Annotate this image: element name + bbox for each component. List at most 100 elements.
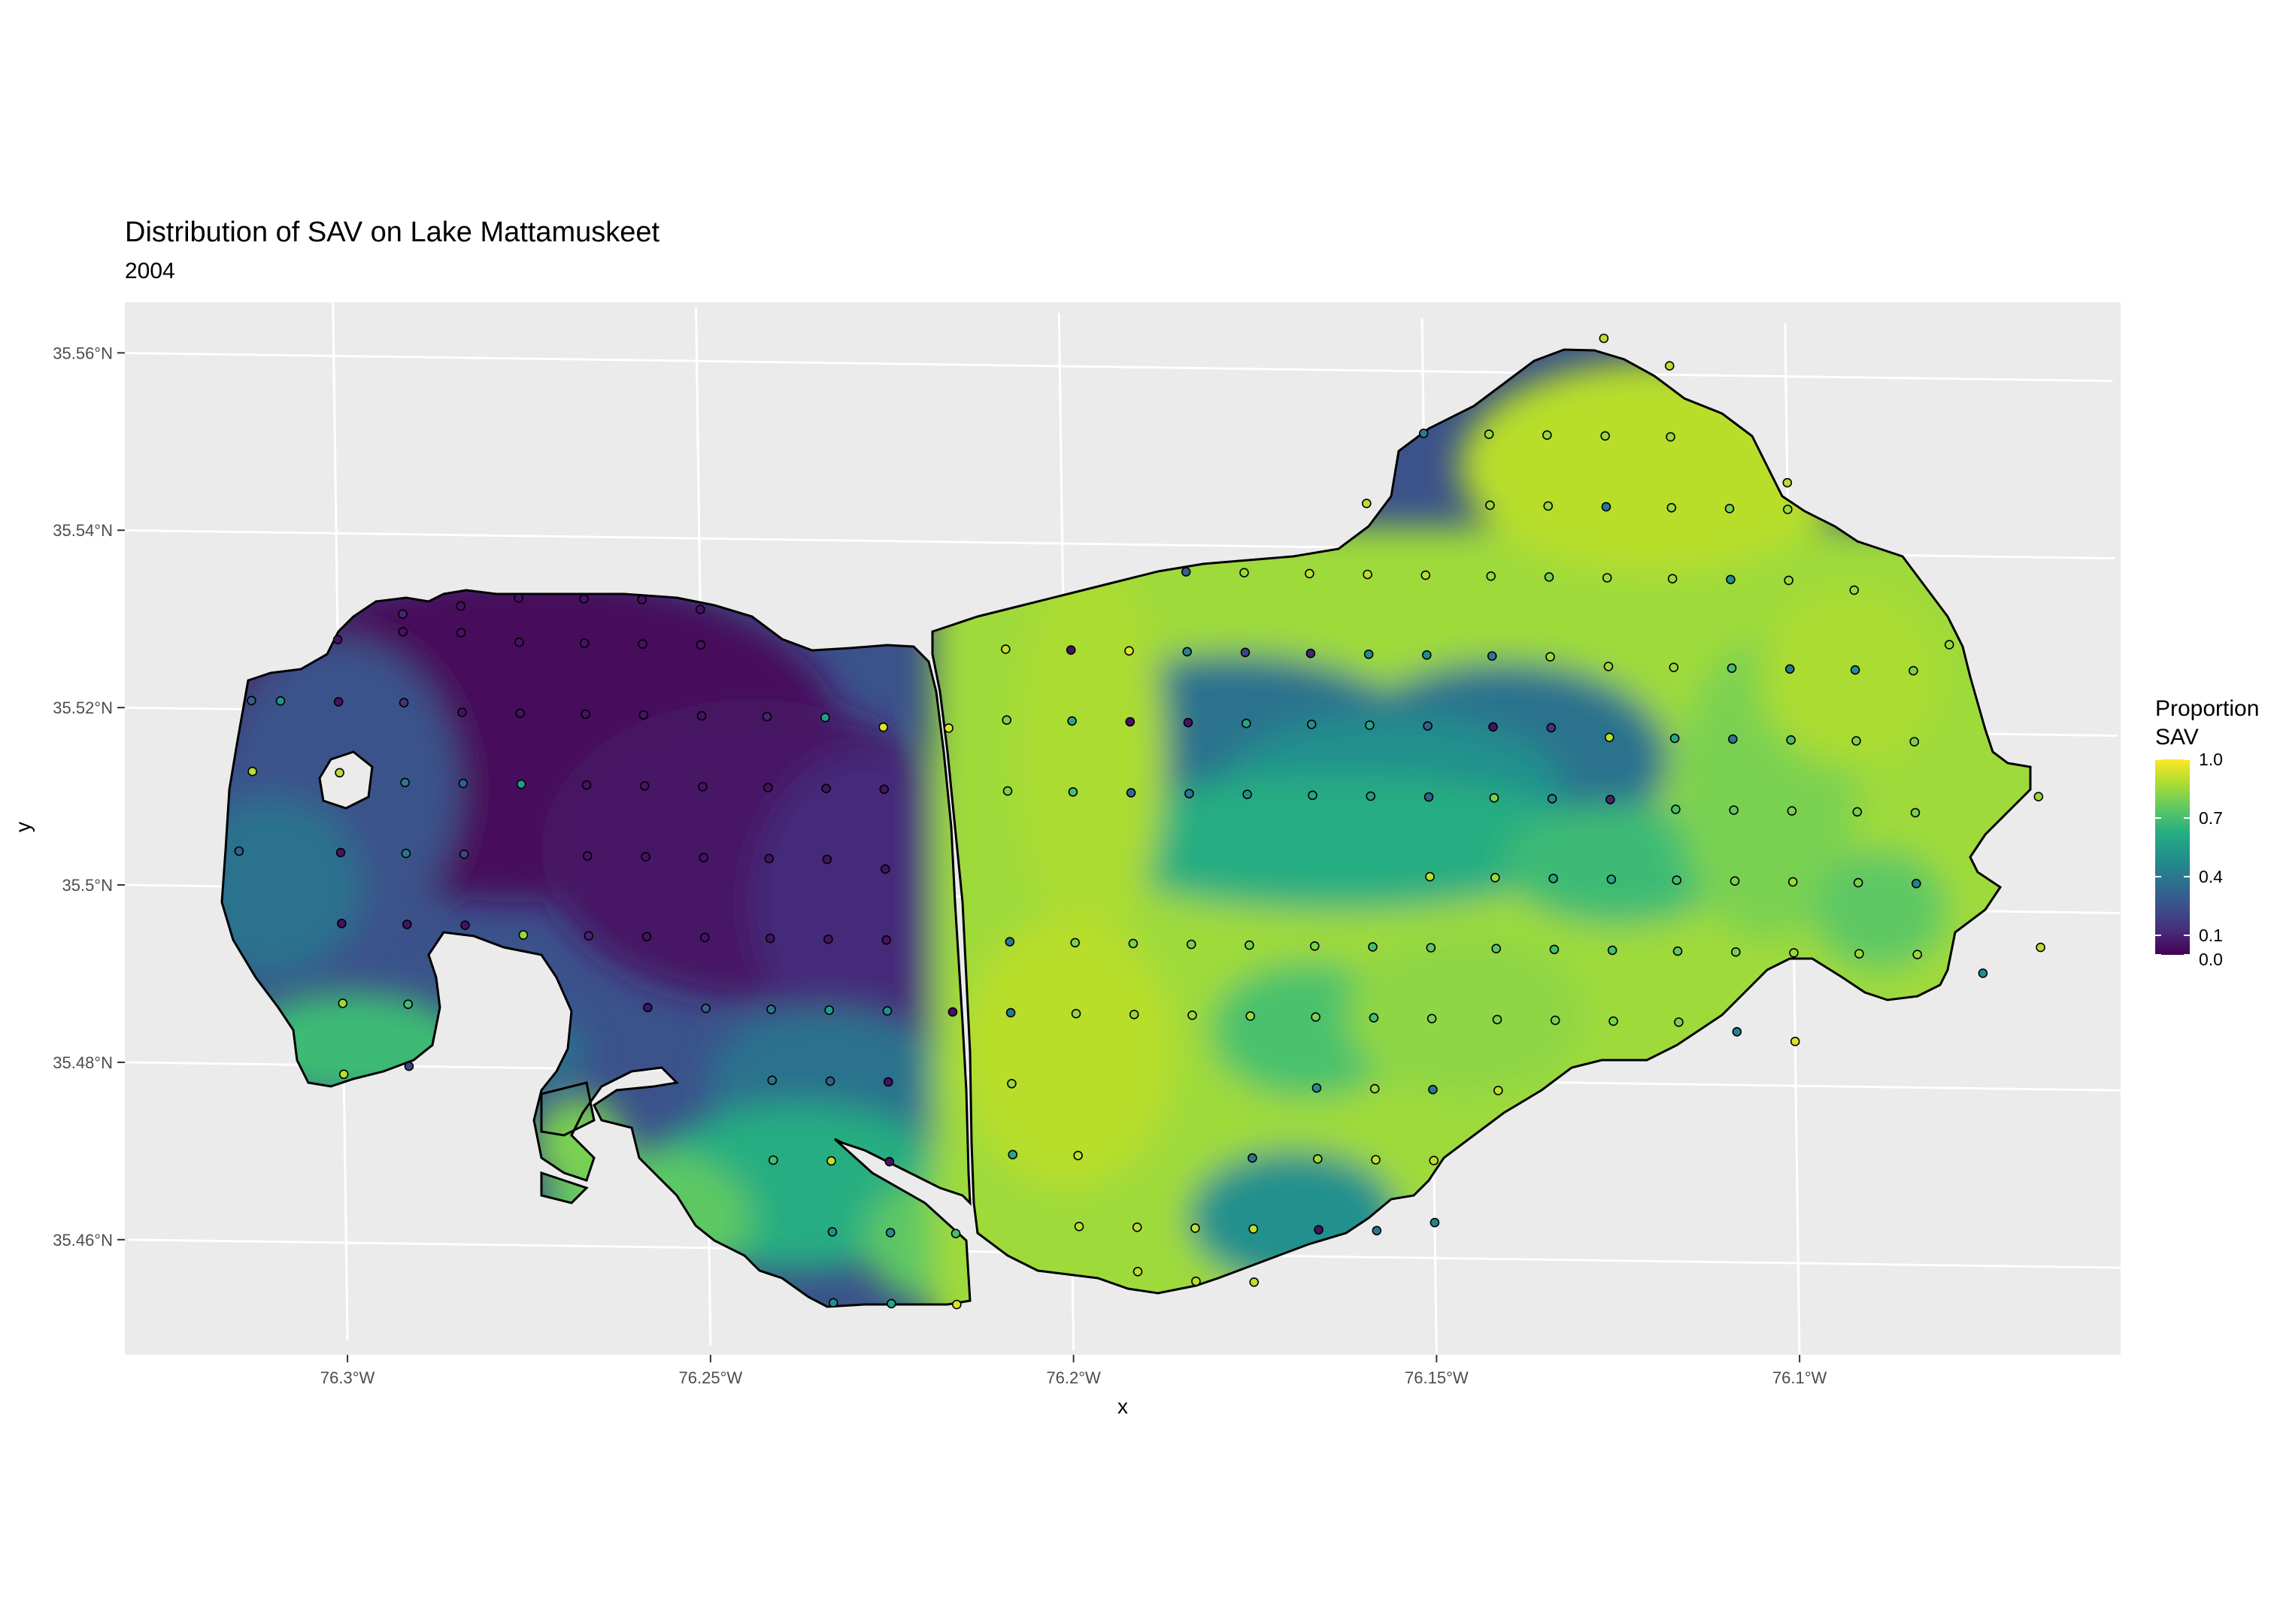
sample-point (459, 849, 469, 859)
sample-point (1783, 504, 1793, 514)
sample-point (1181, 567, 1191, 577)
sample-point (881, 864, 890, 874)
sample-point (335, 768, 344, 778)
sample-point (1600, 431, 1610, 441)
sample-point (1784, 575, 1793, 586)
sample-point (514, 637, 524, 647)
sample-point (1240, 647, 1251, 658)
sample-point (1726, 574, 1736, 585)
legend-tick-label: 0.0 (2199, 950, 2223, 969)
sample-point (948, 1007, 958, 1017)
sample-point (1492, 1014, 1502, 1025)
sample-point (1245, 1011, 1255, 1021)
sample-point (1910, 807, 1921, 818)
sample-point (1190, 1223, 1200, 1233)
sample-point (403, 999, 414, 1009)
sample-point (398, 609, 408, 620)
sample-point (824, 1005, 834, 1015)
x-tick-label: 76.15°W (1405, 1368, 1469, 1387)
x-tick-label: 76.25°W (679, 1368, 743, 1387)
sample-point (1242, 789, 1252, 799)
sample-point (881, 935, 891, 945)
sample-point (1425, 871, 1435, 882)
sample-point (1428, 1084, 1438, 1095)
sample-point (1978, 968, 1988, 978)
x-axis-title: x (1117, 1395, 1128, 1418)
sample-point (884, 1077, 893, 1087)
sample-point (1125, 717, 1135, 727)
sample-point (1008, 1150, 1017, 1159)
sample-point (765, 933, 775, 944)
sample-point (514, 592, 523, 603)
sample-point (1239, 568, 1249, 578)
sample-point (1371, 1155, 1381, 1165)
sample-point (1849, 585, 1859, 595)
sample-point (823, 934, 833, 944)
sample-point (1132, 1267, 1143, 1277)
sample-point (1607, 945, 1618, 956)
sample-point (764, 853, 775, 864)
sample-point (1363, 649, 1374, 659)
legend-tick-label: 0.4 (2199, 867, 2223, 886)
sample-point (1362, 498, 1372, 508)
sample-point (1007, 1079, 1017, 1089)
x-tick-label: 76.2°W (1046, 1368, 1101, 1387)
sample-point (1368, 942, 1378, 952)
sample-point (695, 604, 705, 614)
sample-point (1912, 950, 1922, 959)
sample-point (1666, 432, 1675, 442)
sample-point (1787, 877, 1798, 887)
sample-point (247, 695, 256, 706)
sample-point (1790, 1036, 1800, 1047)
sample-point (944, 723, 954, 733)
sample-point (763, 783, 773, 792)
sample-point (641, 852, 650, 862)
sample-point (456, 601, 465, 611)
sample-point (1782, 477, 1793, 488)
sample-points (234, 333, 2045, 1310)
legend-title-line1: Proportion (2155, 696, 2259, 721)
sample-point (1603, 662, 1614, 671)
sample-point (878, 722, 888, 732)
sample-point (1671, 804, 1681, 814)
sample-point (1786, 735, 1796, 745)
sample-point (826, 1156, 836, 1166)
sample-point (1787, 806, 1797, 816)
sample-point (701, 1003, 711, 1013)
sample-point (828, 1298, 838, 1308)
sample-point (1066, 645, 1076, 655)
sample-point (1731, 947, 1741, 957)
sample-point (822, 854, 832, 865)
y-tick-label: 35.54°N (53, 521, 113, 540)
sample-point (581, 709, 591, 720)
sample-point (1306, 720, 1317, 729)
x-axis-ticks: 76.3°W 76.25°W 76.2°W 76.15°W 76.1°W (320, 1355, 1827, 1387)
sample-point (1547, 794, 1557, 804)
sample-point (1071, 1008, 1081, 1019)
y-tick-label: 35.48°N (53, 1053, 113, 1072)
sample-point (1493, 1086, 1503, 1095)
sample-point (1944, 640, 1954, 650)
sample-point (1005, 1007, 1016, 1018)
sample-point (1422, 650, 1432, 660)
sample-point (247, 766, 258, 777)
sample-point (1002, 715, 1011, 726)
sample-point (333, 697, 344, 707)
sample-point (1249, 1277, 1259, 1287)
sample-point (769, 1155, 778, 1165)
sample-point (639, 781, 650, 791)
sample-point (1369, 1013, 1379, 1023)
legend-tick-label: 0.7 (2199, 808, 2223, 828)
sample-point (1073, 1150, 1083, 1161)
sample-point (1369, 1083, 1380, 1094)
y-gridline (116, 351, 2113, 383)
sample-point (400, 777, 410, 788)
sample-point (643, 1002, 653, 1013)
sample-point (1313, 1154, 1323, 1164)
sample-point (882, 1006, 893, 1016)
sample-point (1184, 789, 1194, 798)
sample-point (1187, 1010, 1197, 1020)
sample-point (1784, 664, 1795, 674)
sample-point (762, 711, 772, 722)
sample-point (1311, 1012, 1320, 1022)
